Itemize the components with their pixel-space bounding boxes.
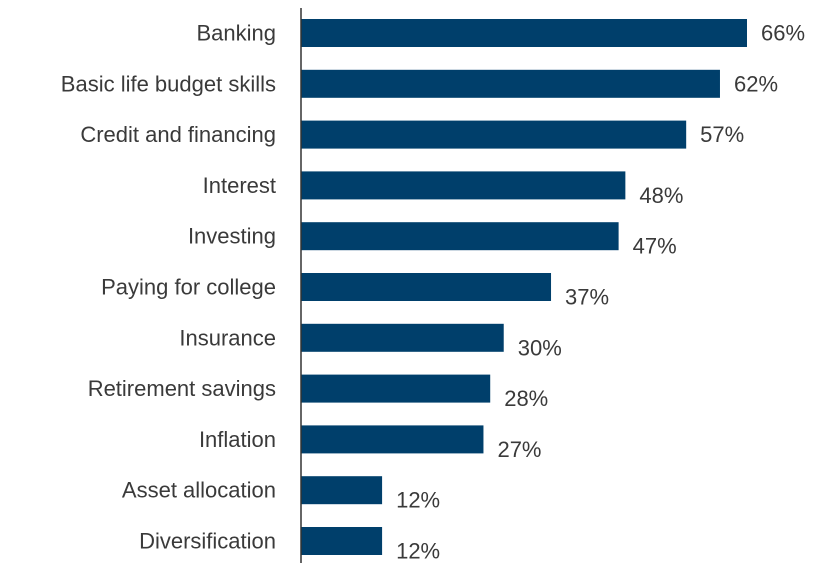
value-label: 57% (700, 122, 744, 147)
value-label: 66% (761, 21, 805, 46)
value-label: 37% (565, 285, 609, 310)
bars-layer (301, 19, 747, 555)
bar-retirement-savings (301, 374, 491, 403)
category-label: Inflation (199, 427, 276, 452)
bar-banking (301, 19, 747, 47)
category-label: Diversification (139, 529, 276, 554)
category-label: Retirement savings (88, 376, 276, 401)
category-label: Insurance (179, 325, 276, 350)
value-label: 48% (639, 183, 683, 208)
bar-interest (301, 171, 626, 200)
category-labels: Banking Basic life budget skills Credit an… (61, 21, 276, 554)
category-label: Paying for college (101, 275, 276, 300)
category-label: Basic life budget skills (61, 71, 276, 96)
bar-investing (301, 222, 619, 251)
bar-basic-life-budget-skills (301, 69, 720, 98)
category-label: Credit and financing (80, 122, 276, 147)
bar-paying-for-college (301, 273, 552, 301)
bar-credit-and-financing (301, 120, 687, 149)
category-label: Banking (196, 21, 276, 46)
value-label: 12% (396, 539, 440, 563)
bar-diversification (301, 527, 383, 555)
value-label: 47% (633, 234, 677, 259)
bar-insurance (301, 323, 504, 352)
bar-asset-allocation (301, 476, 383, 505)
value-label: 12% (396, 488, 440, 513)
value-label: 28% (504, 386, 548, 411)
value-label: 30% (518, 335, 562, 360)
category-label: Asset allocation (122, 478, 276, 503)
value-labels: 66% 62% 57% 48% 47% 37%30% 28% 27% 12% 12% (396, 21, 805, 563)
value-label: 62% (734, 71, 778, 96)
value-label: 27% (497, 437, 541, 462)
bar-inflation (301, 425, 484, 454)
category-label: Investing (188, 224, 276, 249)
category-label: Interest (203, 173, 276, 198)
